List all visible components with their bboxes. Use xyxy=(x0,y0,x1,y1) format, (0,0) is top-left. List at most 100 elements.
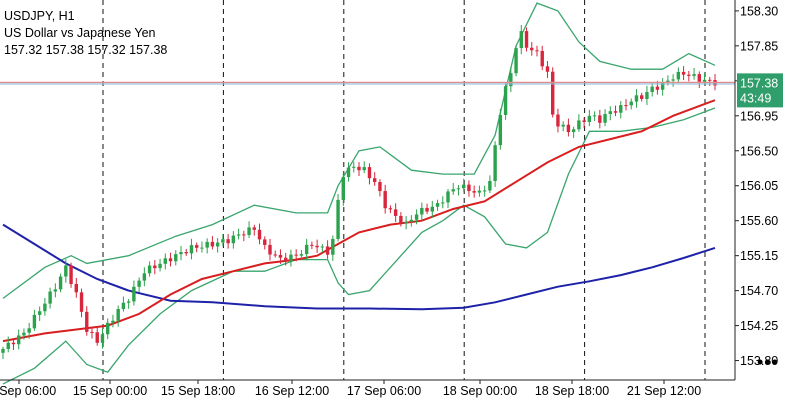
candle xyxy=(168,252,173,267)
candle xyxy=(446,189,450,209)
candle xyxy=(27,322,31,339)
price-tag-countdown: 43:49 xyxy=(740,91,771,105)
period-separators xyxy=(102,0,706,380)
candle xyxy=(100,328,105,349)
candle xyxy=(325,240,330,259)
y-tick-label: 156.05 xyxy=(740,179,778,193)
fast-moving-average xyxy=(2,99,716,343)
candle xyxy=(367,163,372,185)
candle xyxy=(90,327,94,339)
x-tick-label: 15 Sep 00:00 xyxy=(73,384,147,398)
candle xyxy=(430,200,434,218)
x-axis-ticks: 13 Sep 06:00 15 Sep 00:00 15 Sep 18:00 16 S… xyxy=(0,380,701,398)
candle xyxy=(184,248,188,256)
x-tick-label: 17 Sep 06:00 xyxy=(347,384,421,398)
x-tick-label: 18 Sep 00:00 xyxy=(443,384,517,398)
candle xyxy=(126,298,131,309)
candle xyxy=(64,259,68,283)
candle xyxy=(530,41,534,56)
candle xyxy=(346,162,351,182)
candle xyxy=(236,228,241,240)
candle xyxy=(399,212,403,227)
candle xyxy=(163,253,167,270)
candle xyxy=(352,161,356,173)
candle xyxy=(195,242,199,253)
candle xyxy=(273,250,277,258)
candle xyxy=(43,297,47,316)
candle xyxy=(79,288,84,318)
candle xyxy=(48,287,52,309)
price-tag-value: 157.38 xyxy=(740,76,778,90)
candle xyxy=(95,327,99,346)
candle xyxy=(221,233,225,247)
candle xyxy=(388,205,393,214)
candle xyxy=(577,114,581,132)
candle xyxy=(278,249,283,264)
symbol-title: USDJPY, H1 xyxy=(4,9,75,23)
more-options-icon[interactable]: ••• xyxy=(757,352,779,372)
candle xyxy=(336,194,340,242)
candle xyxy=(17,329,21,350)
candle xyxy=(687,70,691,82)
y-tick-label: 157.85 xyxy=(740,39,778,53)
y-tick-label: 154.25 xyxy=(740,319,778,333)
candle xyxy=(598,109,602,129)
candle xyxy=(477,185,482,197)
candle xyxy=(514,45,518,77)
candle xyxy=(645,85,649,105)
y-tick-label: 156.95 xyxy=(740,109,778,123)
y-tick-label: 158.30 xyxy=(740,4,778,18)
candle xyxy=(435,199,440,211)
candle xyxy=(200,241,204,253)
candle xyxy=(58,273,63,293)
x-tick-label: 13 Sep 06:00 xyxy=(0,384,56,398)
y-tick-label: 155.60 xyxy=(740,214,778,228)
candle xyxy=(137,277,141,292)
candle xyxy=(304,238,309,261)
ohlc-readout: 157.32 157.38 157.32 157.38 xyxy=(4,43,168,57)
candle xyxy=(69,262,73,288)
candle xyxy=(540,45,544,71)
candle xyxy=(634,89,639,108)
x-tick-label: 15 Sep 18:00 xyxy=(161,384,235,398)
candle xyxy=(608,106,612,121)
y-axis-ticks: 158.30157.85157.40156.95156.50156.05155.… xyxy=(735,4,778,368)
y-tick-label: 156.50 xyxy=(740,144,778,158)
candle xyxy=(535,45,539,57)
candle xyxy=(121,296,126,312)
candle xyxy=(1,346,5,360)
candle xyxy=(681,66,686,81)
candle xyxy=(179,246,183,261)
candle xyxy=(702,73,707,85)
candle xyxy=(655,80,660,95)
candle xyxy=(37,306,42,321)
candle xyxy=(671,74,675,87)
candle xyxy=(6,336,10,353)
candle xyxy=(252,224,256,236)
candle xyxy=(147,261,152,277)
candle xyxy=(205,238,209,254)
candle xyxy=(299,249,304,260)
candle xyxy=(441,196,445,209)
candle xyxy=(294,249,298,262)
candle xyxy=(257,223,262,245)
candle xyxy=(132,280,136,306)
candle xyxy=(189,238,194,260)
candle xyxy=(320,244,325,253)
candle xyxy=(284,252,288,266)
candle xyxy=(74,277,78,298)
candle xyxy=(566,118,571,137)
candle xyxy=(613,105,618,117)
candle xyxy=(174,250,178,266)
candle xyxy=(53,283,58,298)
candle xyxy=(210,236,215,250)
candle xyxy=(158,258,162,272)
candle xyxy=(383,184,387,214)
candle xyxy=(142,267,147,287)
candle xyxy=(556,108,560,133)
candle xyxy=(467,180,471,197)
candle xyxy=(660,78,665,96)
candle xyxy=(263,236,267,250)
